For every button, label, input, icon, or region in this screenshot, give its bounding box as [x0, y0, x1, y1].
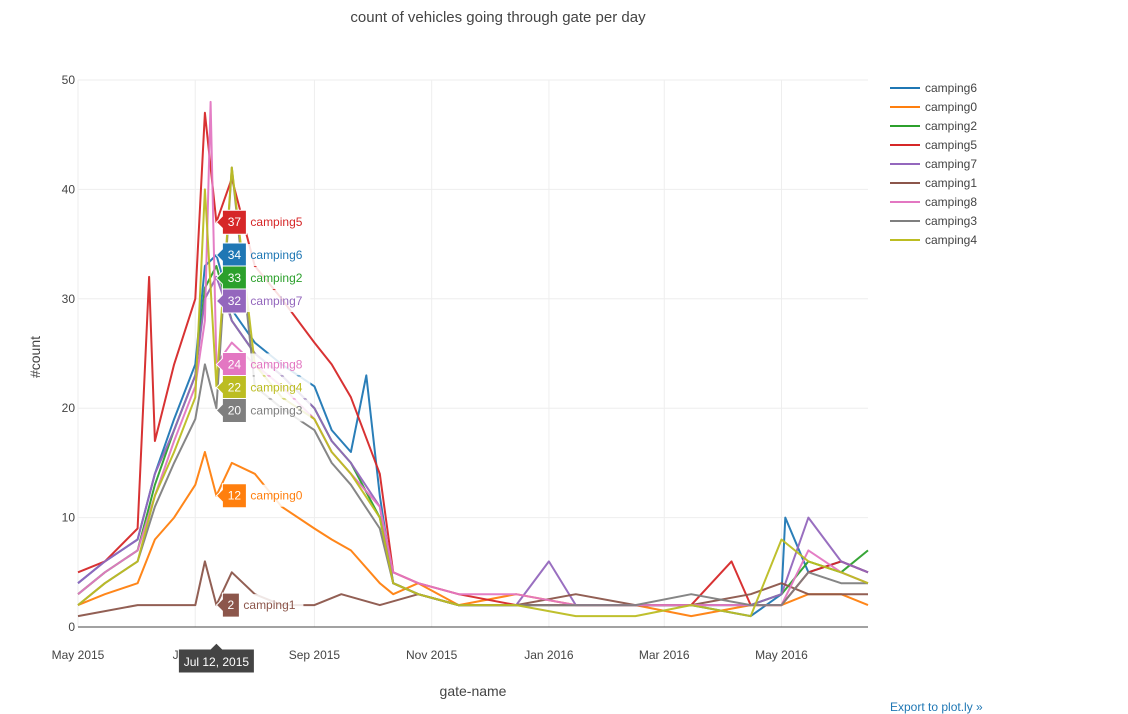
hover-series-name: camping6 — [250, 248, 302, 262]
svg-text:camping1: camping1 — [925, 176, 977, 190]
hover-label-camping2: 33 camping2 — [215, 265, 311, 291]
hover-label-camping6: 34 camping6 — [215, 242, 311, 268]
hover-series-name: camping7 — [250, 294, 302, 308]
chart-title: count of vehicles going through gate per… — [350, 9, 646, 26]
svg-text:camping4: camping4 — [925, 233, 977, 247]
series-line-camping6[interactable] — [77, 254, 869, 618]
legend-item-camping6[interactable]: camping6 — [890, 81, 977, 95]
y-tick-label: 40 — [62, 182, 76, 196]
hover-series-name: camping8 — [250, 357, 302, 371]
hover-labels: 37 camping5 34 camping6 33 camping2 32 camping7… — [177, 209, 311, 674]
hover-series-name: camping2 — [250, 271, 302, 285]
y-tick-label: 20 — [62, 401, 76, 415]
hover-x-label: Jul 12, 2015 — [177, 642, 255, 674]
series-line-camping3[interactable] — [77, 166, 868, 607]
hover-value: 20 — [228, 403, 242, 417]
hover-label-camping8: 24 camping8 — [215, 351, 311, 377]
hover-label-camping0: 12 camping0 — [215, 483, 311, 509]
legend[interactable]: camping6 camping0 camping2 camping5 camping7… — [890, 81, 977, 247]
legend-item-camping7[interactable]: camping7 — [890, 157, 977, 171]
series-line-camping1[interactable] — [77, 560, 868, 618]
svg-text:camping2: camping2 — [925, 119, 977, 133]
legend-item-camping0[interactable]: camping0 — [890, 100, 977, 114]
hover-value: 34 — [228, 248, 242, 262]
svg-text:camping8: camping8 — [925, 195, 977, 209]
series-line-camping5[interactable] — [77, 111, 869, 607]
x-axis-title: gate-name — [440, 683, 507, 699]
hover-series-name: camping3 — [250, 403, 302, 417]
legend-item-camping8[interactable]: camping8 — [890, 195, 977, 209]
x-tick-label: Sep 2015 — [289, 648, 341, 662]
hover-value: 12 — [228, 489, 242, 503]
x-tick-label: Mar 2016 — [639, 648, 690, 662]
hover-series-name: camping1 — [243, 598, 295, 612]
series-line-camping7[interactable] — [77, 275, 869, 607]
hover-value: 24 — [228, 357, 242, 371]
x-tick-label: May 2016 — [755, 648, 808, 662]
x-tick-label: Nov 2015 — [406, 648, 458, 662]
hover-value: 33 — [228, 271, 242, 285]
hover-label-camping3: 20 camping3 — [215, 397, 311, 423]
x-tick-label: May 2015 — [52, 648, 105, 662]
svg-text:camping6: camping6 — [925, 81, 977, 95]
export-link[interactable]: Export to plot.ly » — [890, 700, 983, 714]
legend-item-camping2[interactable]: camping2 — [890, 119, 977, 133]
hover-label-camping4: 22 camping4 — [215, 374, 311, 400]
hover-label-camping5: 37 camping5 — [215, 209, 311, 235]
legend-item-camping4[interactable]: camping4 — [890, 233, 977, 247]
hover-value: 32 — [228, 294, 242, 308]
grid — [77, 79, 868, 627]
y-axis-title: #count — [27, 336, 43, 378]
y-tick-label: 50 — [62, 73, 76, 87]
hover-value: 22 — [228, 380, 242, 394]
hover-label-camping7: 32 camping7 — [215, 288, 311, 314]
svg-text:Jul 12, 2015: Jul 12, 2015 — [184, 655, 250, 669]
x-tick-label: Jan 2016 — [524, 648, 574, 662]
legend-item-camping1[interactable]: camping1 — [890, 176, 977, 190]
hover-value: 2 — [228, 598, 235, 612]
svg-text:camping7: camping7 — [925, 157, 977, 171]
hover-value: 37 — [228, 215, 242, 229]
hover-series-name: camping5 — [250, 215, 302, 229]
y-tick-label: 30 — [62, 292, 76, 306]
hover-series-name: camping4 — [250, 380, 302, 394]
series-line-camping4[interactable] — [77, 166, 869, 618]
hover-series-name: camping0 — [250, 489, 302, 503]
y-tick-label: 0 — [68, 620, 75, 634]
svg-text:camping0: camping0 — [925, 100, 977, 114]
hover-label-camping1: 2 camping1 — [215, 592, 304, 618]
svg-text:camping5: camping5 — [925, 138, 977, 152]
svg-text:camping3: camping3 — [925, 214, 977, 228]
legend-item-camping5[interactable]: camping5 — [890, 138, 977, 152]
legend-item-camping3[interactable]: camping3 — [890, 214, 977, 228]
y-tick-label: 10 — [62, 511, 76, 525]
series-line-camping2[interactable] — [77, 265, 869, 607]
series-line-camping0[interactable] — [77, 451, 869, 618]
series-lines[interactable] — [77, 100, 869, 618]
